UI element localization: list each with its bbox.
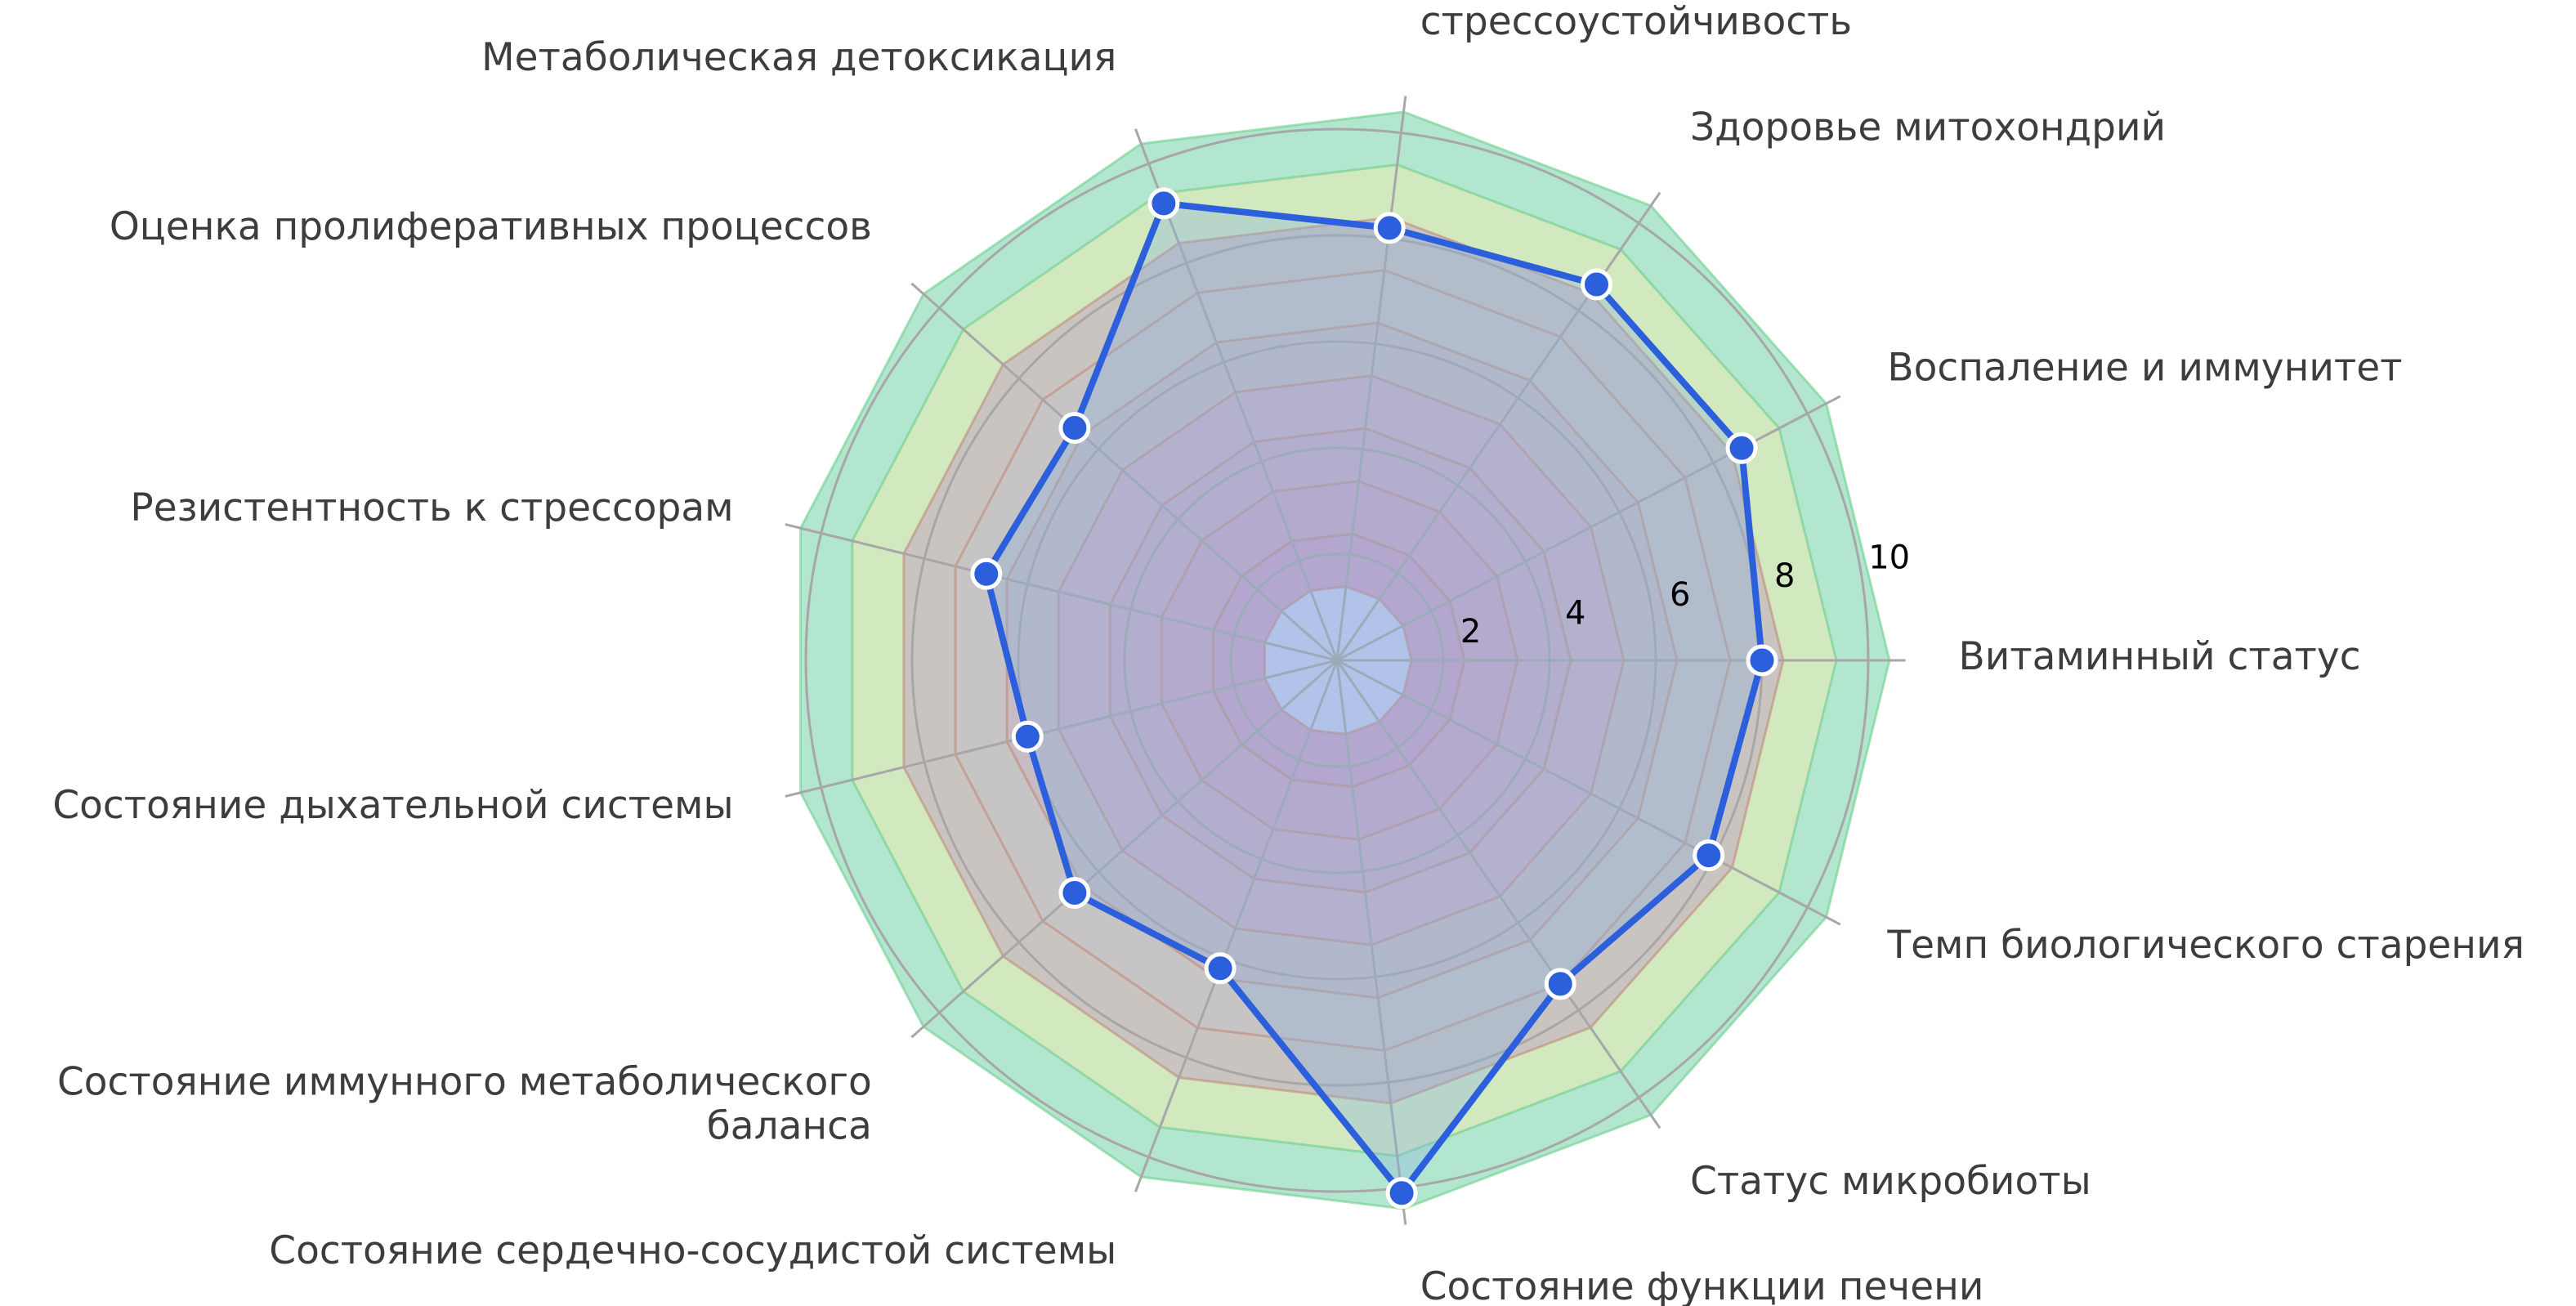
data-series — [982, 199, 1765, 1196]
spoke — [910, 282, 1338, 662]
data-point — [1204, 952, 1237, 985]
spoke — [1335, 96, 1407, 661]
data-point — [1147, 187, 1180, 220]
spoke — [910, 659, 1338, 1039]
radial-tick-labels: 2 4 6 8 10 — [1460, 539, 1910, 651]
data-point — [1544, 968, 1576, 1000]
tick-label: 10 — [1868, 539, 1910, 577]
axis-label: Метаболическая адаптация истрессоустойчи… — [1420, 0, 2025, 44]
data-point — [1693, 839, 1725, 872]
grid-circle-10 — [804, 127, 1870, 1193]
circular-grid — [804, 127, 1870, 1193]
spoke — [1335, 191, 1661, 661]
data-point — [970, 557, 1003, 590]
tick-label: 6 — [1670, 576, 1690, 614]
axis-label: Состояние сердечно-сосудистой системы — [269, 1228, 1116, 1273]
axis-label: Оценка пролиферативных процессов — [110, 204, 872, 249]
data-point — [1058, 412, 1091, 444]
tick-label: 2 — [1460, 613, 1481, 651]
axis-labels: Витаминный статус Воспаление и иммунитет З… — [52, 0, 2525, 1306]
axis-label: Резистентность к стрессорам — [130, 485, 733, 530]
axis-label: Здоровье митохондрий — [1690, 105, 2166, 150]
axis-label: Темп биологического старения — [1886, 923, 2524, 968]
data-point — [1385, 1177, 1418, 1210]
data-point — [1058, 877, 1091, 909]
data-point — [1746, 644, 1778, 677]
spoke — [1335, 660, 1407, 1225]
spoke — [1134, 660, 1339, 1192]
spoke — [1335, 660, 1661, 1129]
data-point — [1581, 268, 1612, 301]
spoke — [785, 659, 1338, 798]
axis-label: Состояние функции печени — [1420, 1264, 1984, 1306]
data-point — [1373, 212, 1406, 244]
data-point — [1725, 432, 1758, 464]
axis-spokes — [785, 96, 1906, 1225]
axis-label: Метаболическая детоксикация — [481, 35, 1116, 80]
grid-circle-6 — [1017, 340, 1657, 981]
tick-label: 8 — [1774, 557, 1795, 595]
series-line — [982, 199, 1765, 1196]
axis-label: Статус микробиоты — [1690, 1159, 2091, 1204]
tick-label: 4 — [1565, 594, 1585, 632]
data-point — [1011, 720, 1044, 753]
axis-label: Состояние дыхательной системы — [52, 783, 733, 828]
axis-label: Состояние иммунного метаболического балан… — [57, 1059, 872, 1148]
grid-circle-2 — [1229, 552, 1445, 768]
spoke — [1336, 659, 1841, 926]
axis-label: Витаминный статус — [1959, 634, 2361, 679]
data-points — [970, 187, 1778, 1210]
spoke — [785, 523, 1338, 662]
axis-label: Воспаление и иммунитет — [1887, 345, 2402, 390]
grid-circle-4 — [1123, 446, 1551, 874]
spoke — [1336, 395, 1841, 662]
